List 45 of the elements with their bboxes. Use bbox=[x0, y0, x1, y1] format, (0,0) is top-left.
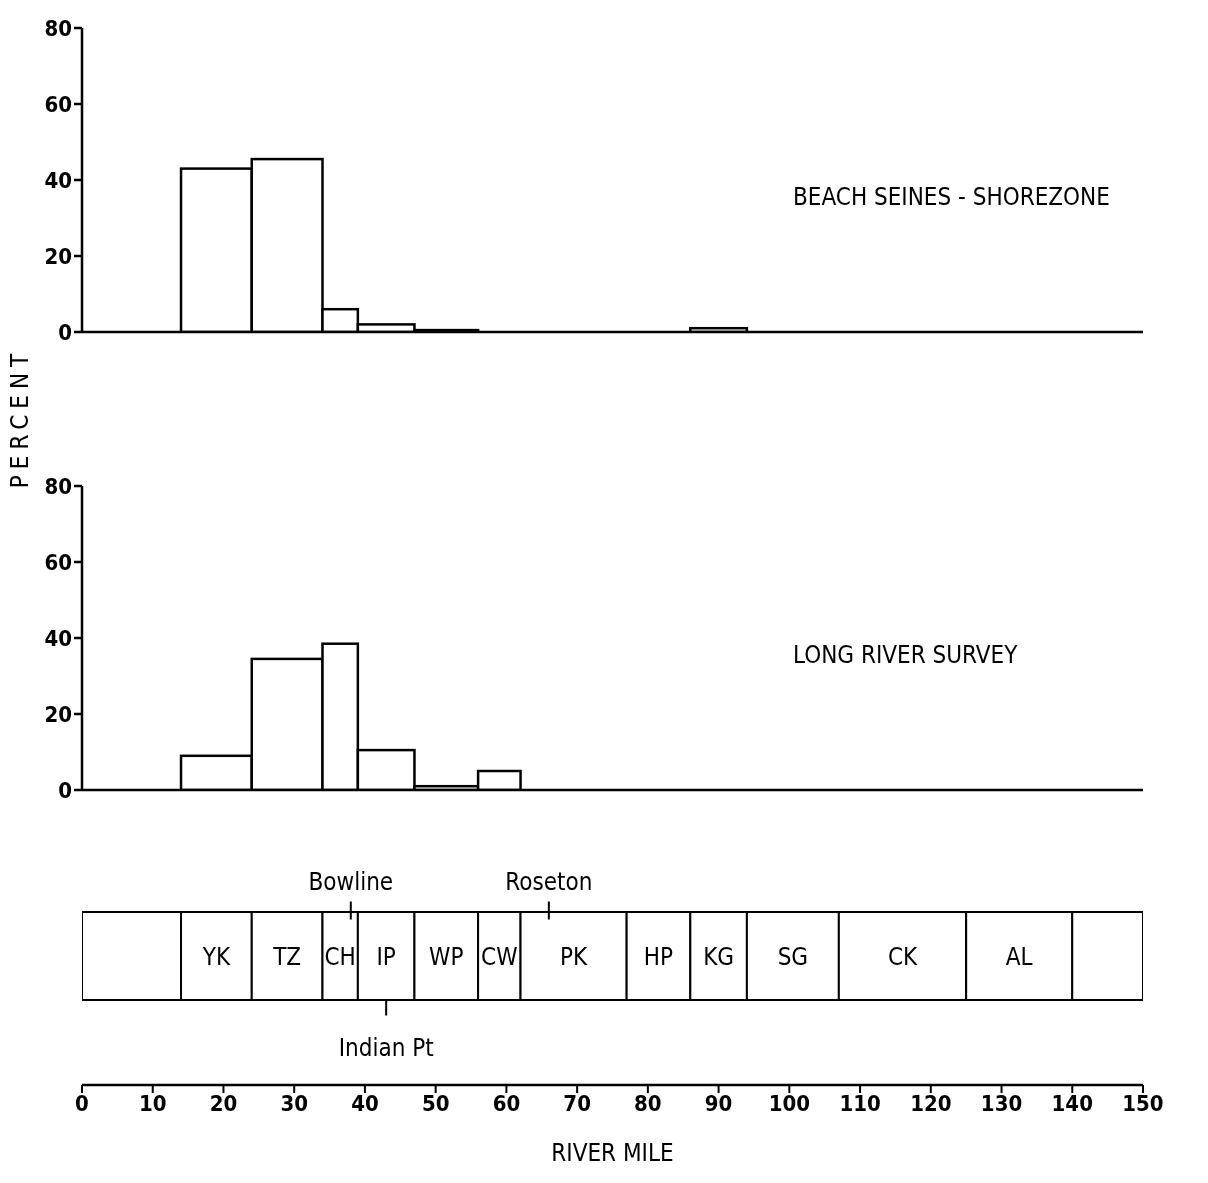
y-tick-label: 40 bbox=[44, 167, 72, 193]
series-label: KG bbox=[703, 942, 735, 971]
x-tick-label: 40 bbox=[351, 1090, 379, 1116]
x-tick-label: 100 bbox=[768, 1090, 810, 1116]
x-tick-label: 10 bbox=[138, 1090, 167, 1116]
x-tick-label: 50 bbox=[421, 1090, 450, 1116]
y-tick-label: 0 bbox=[58, 319, 72, 345]
y-tick-label: 80 bbox=[44, 473, 72, 499]
annotation: BEACH SEINES - SHOREZONE bbox=[793, 183, 1110, 211]
x-tick-label: 110 bbox=[839, 1090, 881, 1116]
x-tick-label: 60 bbox=[492, 1090, 521, 1116]
series-label: CH bbox=[324, 942, 356, 971]
x-tick-label: 120 bbox=[910, 1090, 952, 1116]
x-tick-label: 70 bbox=[563, 1090, 591, 1116]
x-tick-label: 140 bbox=[1051, 1090, 1093, 1116]
annotation: LONG RIVER SURVEY bbox=[793, 641, 1018, 669]
x-tick-label: 0 bbox=[75, 1090, 89, 1116]
series-label: IP bbox=[376, 942, 396, 971]
y-tick-label: 60 bbox=[44, 549, 72, 575]
x-axis-title: RIVER MILE bbox=[551, 1139, 674, 1167]
series-label: CK bbox=[887, 942, 918, 971]
y-tick-label: 20 bbox=[44, 243, 72, 269]
x-tick-label: 130 bbox=[980, 1090, 1023, 1116]
y-tick-label: 60 bbox=[44, 91, 72, 117]
series-label: SG bbox=[777, 942, 809, 971]
series-label: AL bbox=[1005, 942, 1033, 971]
x-tick-label: 20 bbox=[209, 1090, 238, 1116]
series-label: PK bbox=[560, 942, 589, 971]
y-tick-label: 40 bbox=[44, 625, 72, 651]
y-tick-label: 20 bbox=[44, 701, 72, 727]
y-axis-title: PERCENT bbox=[6, 347, 34, 489]
series-label: HP bbox=[643, 942, 674, 971]
series-label: YK bbox=[201, 942, 231, 971]
series-label: TZ bbox=[272, 942, 302, 971]
ref-line-label: Indian Pt bbox=[338, 1033, 434, 1062]
ref-line-label: Bowline bbox=[308, 867, 394, 896]
x-tick-label: 30 bbox=[280, 1090, 308, 1116]
x-tick-label: 90 bbox=[704, 1090, 733, 1116]
series-label: WP bbox=[429, 942, 464, 971]
ref-line-label: Roseton bbox=[505, 867, 593, 896]
y-tick-label: 80 bbox=[44, 15, 72, 41]
x-tick-label: 150 bbox=[1122, 1090, 1164, 1116]
x-tick-label: 80 bbox=[634, 1090, 662, 1116]
series-label: CW bbox=[481, 942, 518, 971]
y-tick-label: 0 bbox=[58, 777, 72, 803]
